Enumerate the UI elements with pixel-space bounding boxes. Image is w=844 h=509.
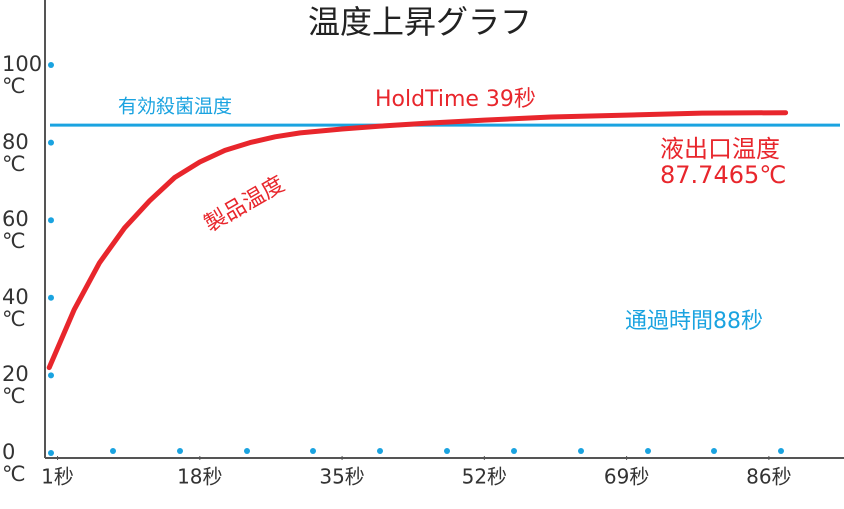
x-tick-label: 52秒 bbox=[462, 465, 507, 489]
x-tick-label: 69秒 bbox=[604, 465, 649, 489]
y-tick bbox=[48, 62, 54, 68]
series-label: 製品温度 bbox=[200, 172, 289, 238]
y-tick bbox=[48, 217, 54, 224]
series-line bbox=[46, 110, 789, 371]
annotation: 液出口温度 bbox=[660, 135, 780, 163]
x-tick-label: 86秒 bbox=[746, 465, 791, 489]
chart-title: 温度上昇グラフ bbox=[308, 3, 532, 41]
threshold-label: 有効殺菌温度 bbox=[118, 96, 232, 118]
annotation: 通過時間88秒 bbox=[625, 309, 763, 334]
y-tick-label: 80 ℃ bbox=[2, 129, 29, 176]
y-tick-label: 20 ℃ bbox=[2, 362, 29, 409]
y-tick bbox=[48, 450, 54, 456]
x-tick-label: 1秒 bbox=[41, 465, 74, 489]
y-tick-label: 0 ℃ bbox=[2, 440, 26, 486]
annotation: 87.7465℃ bbox=[660, 161, 786, 189]
y-tick-label: 40 ℃ bbox=[2, 284, 29, 331]
x-axis-dots bbox=[110, 448, 784, 454]
y-tick bbox=[48, 139, 54, 146]
y-tick bbox=[48, 294, 54, 301]
y-tick-label: 100 ℃ bbox=[2, 52, 43, 98]
y-tick-label: 60 ℃ bbox=[2, 207, 29, 254]
y-tick bbox=[48, 372, 54, 379]
x-tick-label: 35秒 bbox=[319, 465, 364, 489]
x-tick-label: 18秒 bbox=[177, 465, 222, 489]
annotation: HoldTime 39秒 bbox=[375, 87, 536, 112]
